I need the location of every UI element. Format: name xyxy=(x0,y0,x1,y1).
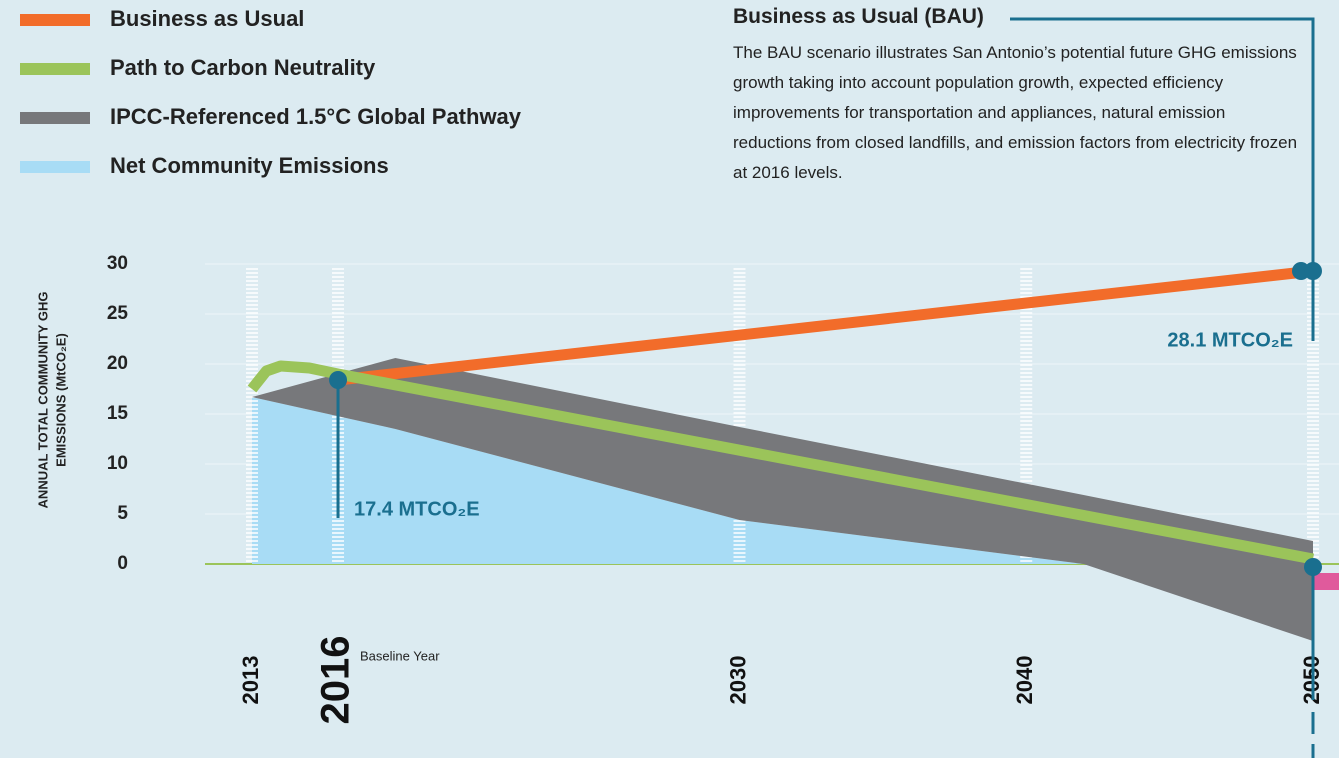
area xyxy=(252,397,1084,564)
x-tick-label: 2050 xyxy=(1299,656,1324,705)
legend-label: Business as Usual xyxy=(110,6,304,31)
legend-label: Path to Carbon Neutrality xyxy=(110,55,376,80)
line xyxy=(337,265,1314,386)
x-tick-label: 2040 xyxy=(1012,656,1037,705)
band xyxy=(252,358,1313,641)
y-tick-label: 25 xyxy=(107,303,129,324)
marker xyxy=(1304,262,1322,280)
y-tick-label: 5 xyxy=(117,503,128,524)
line xyxy=(247,360,1315,565)
legend-label: IPCC-Referenced 1.5°C Global Pathway xyxy=(110,104,522,129)
y-axis-label: EMISSIONS (MtCO₂E) xyxy=(53,333,68,467)
y-tick-label: 10 xyxy=(107,453,128,474)
y-tick-label: 20 xyxy=(107,353,128,374)
legend-swatch xyxy=(20,161,90,173)
x-tick-label: 2013 xyxy=(238,656,263,705)
legend-swatch xyxy=(20,63,90,75)
marker xyxy=(329,371,348,389)
annotation: 17.4 MTCO₂E xyxy=(354,498,480,520)
annotation: 28.1 MTCO₂E xyxy=(1167,329,1293,351)
y-axis-label: ANNUAL TOTAL COMMUNITY GHG xyxy=(35,292,50,509)
x-tick-label: 2016 xyxy=(314,636,358,725)
annotation: Baseline Year xyxy=(360,648,440,663)
leader xyxy=(1010,17,1315,341)
marker xyxy=(1304,558,1322,576)
legend-swatch xyxy=(20,14,90,26)
x-tick-label: 2030 xyxy=(725,656,750,705)
callout: Business as Usual (BAU) The BAU scenario… xyxy=(733,4,1308,188)
legend-label: Net Community Emissions xyxy=(110,153,389,178)
y-tick-label: 15 xyxy=(107,403,129,424)
callout-title: Business as Usual (BAU) xyxy=(733,5,984,28)
legend-swatch xyxy=(20,112,90,124)
callout-text: The BAU scenario illustrates San Antonio… xyxy=(733,43,1298,182)
y-tick-label: 30 xyxy=(107,253,128,274)
y-tick-label: 0 xyxy=(117,553,128,574)
